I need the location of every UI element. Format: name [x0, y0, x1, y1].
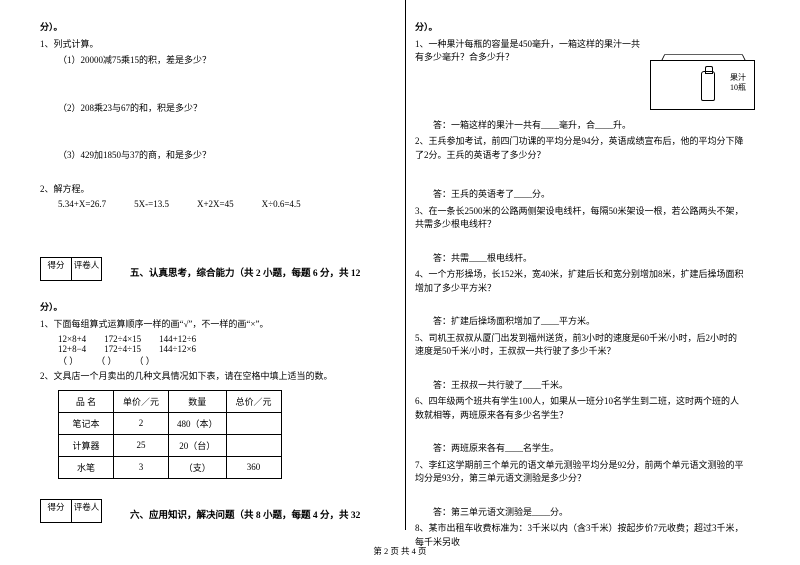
r-q3: 3、在一条长2500米的公路两侧架设电线杆，每隔50米架设一根，若公路两头不架，… [415, 205, 745, 232]
score-label-b: 评卷人 [71, 500, 101, 522]
score-label-a: 得分 [41, 500, 71, 522]
fen-suffix: 分）。 [40, 21, 385, 35]
q1-3: （3）429加1850与37的商，和是多少？ [40, 149, 385, 163]
q1-2: （2）208乘23与67的和，积是多少？ [40, 102, 385, 116]
s5-r1a: 12×8+4 [58, 334, 86, 344]
table-row: 笔记本 2 480（本） [59, 412, 282, 434]
s5-r2c: 144÷12×6 [159, 344, 196, 354]
right-column: 分）。 1、一种果汁每瓶的容量是450毫升，一箱这样的果汁一共有多少毫升？合多少… [395, 18, 745, 537]
juice-label-1: 果汁 [730, 73, 746, 83]
s5-r3c: （ ） [135, 354, 155, 367]
fen-suffix-2: 分）。 [40, 301, 385, 315]
s5-r2a: 12+8−4 [58, 344, 86, 354]
th-0: 品 名 [59, 390, 114, 412]
page-footer: 第 2 页 共 4 页 [0, 545, 800, 557]
th-2: 数量 [169, 390, 227, 412]
eq3: X+2X=45 [197, 199, 234, 209]
th-1: 单价／元 [114, 390, 169, 412]
juice-label-2: 10瓶 [730, 83, 746, 93]
cell: 20（台） [169, 434, 227, 456]
left-column: 分）。 1、列式计算。 （1）20000减75乘15的积，差是多少？ （2）20… [40, 18, 395, 537]
s5-r1c: 144+12÷6 [159, 334, 196, 344]
score-label-b: 评卷人 [71, 258, 101, 280]
r-a6: 答：两班原来各有____名学生。 [415, 442, 745, 456]
score-box: 得分 评卷人 [40, 499, 102, 523]
cell [226, 434, 281, 456]
q2-title: 2、解方程。 [40, 183, 385, 197]
r-q7: 7、李红这学期前三个单元的语文单元测验平均分是92分，前两个单元语文测验的平均分… [415, 459, 745, 486]
cell [226, 412, 281, 434]
th-3: 总价／元 [226, 390, 281, 412]
score-box: 得分 评卷人 [40, 257, 102, 281]
eq2: 5X-=13.5 [134, 199, 169, 209]
s5-q2: 2、文具店一个月卖出的几种文具情况如下表，请在空格中填上适当的数。 [40, 370, 385, 384]
r-a4: 答：扩建后操场面积增加了____平方米。 [415, 315, 745, 329]
r-q5: 5、司机王叔叔从厦门出发到福州送货，前3小时的速度是60千米/小时，后2小时的速… [415, 332, 745, 359]
eq1: 5.34+X=26.7 [58, 199, 106, 209]
q1-1: （1）20000减75乘15的积，差是多少？ [40, 54, 385, 68]
fen-suffix-r: 分）。 [415, 21, 745, 35]
table-row: 水笔 3 （支） 360 [59, 456, 282, 478]
s5-q1: 1、下面每组算式运算顺序一样的画“√”，不一样的画“×”。 [40, 318, 385, 332]
r-q4: 4、一个方形操场，长152米，宽40米，扩建后长和宽分别增加8米，扩建后操场面积… [415, 268, 745, 295]
cell: 25 [114, 434, 169, 456]
r-a2: 答：王兵的英语考了____分。 [415, 188, 745, 202]
r-a5: 答：王叔叔一共行驶了____千米。 [415, 379, 745, 393]
table-header-row: 品 名 单价／元 数量 总价／元 [59, 390, 282, 412]
cell: （支） [169, 456, 227, 478]
r-a1: 答：一箱这样的果汁一共有____毫升，合____升。 [415, 119, 745, 133]
s5-r1b: 172÷4×15 [104, 334, 141, 344]
cell: 笔记本 [59, 412, 114, 434]
column-divider [405, 0, 406, 530]
cell: 480（本） [169, 412, 227, 434]
bottle-icon [701, 71, 715, 101]
r-q6: 6、四年级两个班共有学生100人，如果从一班分10名学生到二班，这时两个班的人数… [415, 395, 745, 422]
table-row: 计算器 25 20（台） [59, 434, 282, 456]
cell: 2 [114, 412, 169, 434]
s5-r3a: （ ） [58, 354, 78, 367]
r-a3: 答：共需____根电线杆。 [415, 252, 745, 266]
cell: 3 [114, 456, 169, 478]
cell: 360 [226, 456, 281, 478]
s5-r3b: （ ） [96, 354, 116, 367]
s5-r2b: 172÷4÷15 [104, 344, 141, 354]
score-label-a: 得分 [41, 258, 71, 280]
r-q1: 1、一种果汁每瓶的容量是450毫升，一箱这样的果汁一共有多少毫升？合多少升？ [415, 38, 645, 65]
eq4: X÷0.6=4.5 [262, 199, 301, 209]
r-q2: 2、王兵参加考试，前四门功课的平均分是94分，英语成绩宣布后，他的平均分下降了2… [415, 135, 745, 162]
cell: 计算器 [59, 434, 114, 456]
juice-box-figure: 果汁 10瓶 [650, 60, 760, 110]
q1-title: 1、列式计算。 [40, 38, 385, 52]
cell: 水笔 [59, 456, 114, 478]
stationery-table: 品 名 单价／元 数量 总价／元 笔记本 2 480（本） 计算器 25 20（… [58, 390, 282, 479]
r-a7: 答：第三单元语文测验是____分。 [415, 506, 745, 520]
